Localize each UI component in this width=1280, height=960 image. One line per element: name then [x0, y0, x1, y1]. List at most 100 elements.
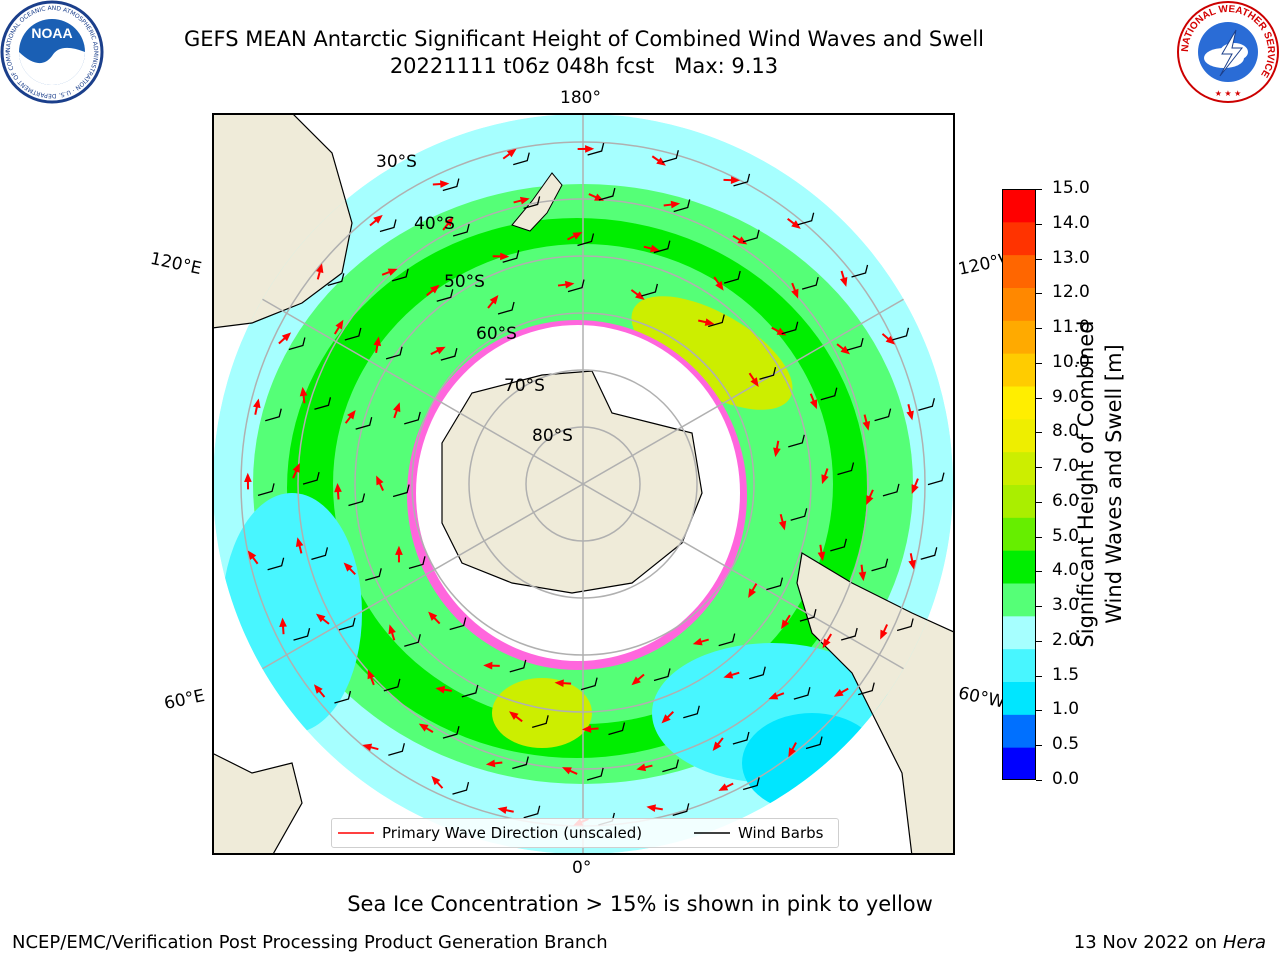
wind-barb [311, 547, 329, 561]
wave-direction-arrowhead [650, 244, 660, 253]
wind-barb [742, 229, 760, 243]
wave-direction-arrowhead [554, 679, 564, 688]
latitude-label-70s: 70°S [504, 376, 545, 396]
wind-barb [858, 682, 875, 696]
wind-barb [355, 417, 373, 430]
wave-direction-arrowhead [281, 332, 292, 342]
wave-direction-arrowhead [704, 318, 715, 326]
wave-direction-arrowhead [315, 613, 326, 623]
wind-barb [733, 173, 751, 187]
colorbar-tick-label: 8.0 [1052, 421, 1080, 442]
wave-direction-arrowhead [594, 193, 604, 201]
wave-direction-arrowhead [839, 277, 848, 287]
wind-barb [927, 472, 945, 486]
antarctic-wave-map [212, 113, 955, 855]
wind-barb [749, 666, 766, 680]
wave-direction-arrowhead [778, 520, 787, 531]
colorbar-tick-label: 10.0 [1052, 351, 1090, 372]
colorbar-segment [1002, 320, 1036, 354]
wind-barb [449, 617, 467, 631]
wave-direction-arrowhead [880, 629, 888, 640]
wave-direction-arrowhead [791, 220, 801, 229]
wave-direction-arrowhead [387, 268, 398, 276]
wave-direction-arrowhead [866, 495, 874, 505]
wave-direction-arrowhead [428, 611, 438, 621]
svg-text:NOAA: NOAA [31, 25, 72, 41]
wind-barb [348, 493, 366, 507]
colorbar-tick-mark [1036, 606, 1042, 608]
wave-direction-arrowhead [373, 214, 383, 224]
wind-barb [598, 187, 616, 201]
wind-barb [580, 677, 598, 691]
colorbar-tick-label: 9.0 [1052, 386, 1080, 407]
sea-ice-note: Sea Ice Concentration > 15% is shown in … [347, 892, 933, 916]
wave-direction-arrowhead [519, 196, 530, 205]
wind-barb [673, 199, 691, 213]
wave-direction-arrowhead [418, 723, 429, 732]
wave-direction-arrowhead [821, 474, 829, 485]
wave-direction-legend-label: Primary Wave Direction (unscaled) [382, 824, 643, 842]
wave-direction-arrowhead [247, 550, 257, 561]
wind-barb [662, 150, 679, 163]
wind-barb [896, 618, 914, 632]
colorbar-segment [1002, 550, 1036, 584]
wave-direction-arrowhead [500, 252, 510, 261]
wave-direction-arrowhead [906, 410, 914, 421]
latitude-label-30s: 30°S [376, 152, 417, 172]
wave-direction-arrowhead [636, 763, 647, 772]
footer-producer: NCEP/EMC/Verification Post Processing Pr… [12, 932, 608, 953]
wind-barb [461, 684, 479, 698]
colorbar-label-line1: Significant Height of Combined [1074, 320, 1098, 648]
wind-barb [452, 781, 470, 795]
colorbar-segment [1002, 287, 1036, 321]
colorbar-tick-label: 0.0 [1052, 769, 1080, 789]
colorbar-segment [1002, 451, 1036, 485]
wind-barb [874, 408, 892, 422]
meridian-label-120e: 120°E [148, 248, 204, 280]
wind-barb [408, 556, 426, 569]
colorbar-tick-mark [1036, 362, 1042, 364]
colorbar-tick-label: 4.0 [1052, 560, 1080, 581]
wave-direction-arrowhead [715, 281, 724, 291]
colorbar-tick-mark [1036, 675, 1042, 677]
wind-barb [436, 289, 454, 302]
colorbar-segment [1002, 615, 1036, 650]
wind-barb [846, 337, 864, 351]
wave-direction-arrowhead [858, 571, 867, 582]
wind-barb [567, 279, 585, 293]
wind-barb [797, 212, 815, 226]
colorbar-tick-label: 14.0 [1052, 212, 1090, 233]
colorbar-segment [1002, 418, 1036, 453]
wind-barb [267, 557, 285, 571]
latitude-label-80s: 80°S [532, 426, 573, 446]
wind-barb [257, 483, 275, 496]
wave-direction-arrowhead [781, 619, 790, 630]
colorbar-tick-mark [1036, 432, 1042, 434]
wave-direction-arrowhead [908, 559, 916, 570]
wind-barb [314, 397, 332, 410]
wave-direction-legend-line [338, 832, 374, 834]
colorbar-tick-label: 3.0 [1052, 595, 1080, 616]
wind-barb [288, 337, 306, 351]
wave-direction-arrowhead [362, 743, 373, 752]
meridian-label-0: 0° [572, 858, 592, 878]
meridian-label-60e: 60°E [162, 685, 207, 715]
colorbar-segment [1002, 747, 1036, 780]
latitude-label-40s: 40°S [414, 214, 455, 234]
colorbar-tick-label: 11.0 [1052, 317, 1090, 338]
wave-direction-arrowhead [299, 386, 308, 397]
colorbar-segment [1002, 648, 1036, 682]
wave-direction-arrowhead [809, 399, 818, 410]
wind-barb [452, 223, 470, 237]
wind-barb [805, 736, 823, 750]
colorbar-tick-mark [1036, 397, 1042, 399]
wind-barb [404, 634, 421, 647]
wind-barb [513, 152, 530, 166]
footer-date: 13 Nov 2022 on Hera [1074, 932, 1266, 953]
chart-subtitle: 20221111 t06z 048h fcst Max: 9.13 [389, 54, 779, 78]
wind-barb [840, 627, 858, 641]
colorbar-border [1002, 189, 1036, 780]
wind-barb [586, 767, 604, 781]
wave-direction-arrowhead [440, 180, 450, 188]
wave-direction-arrowhead [692, 637, 703, 646]
